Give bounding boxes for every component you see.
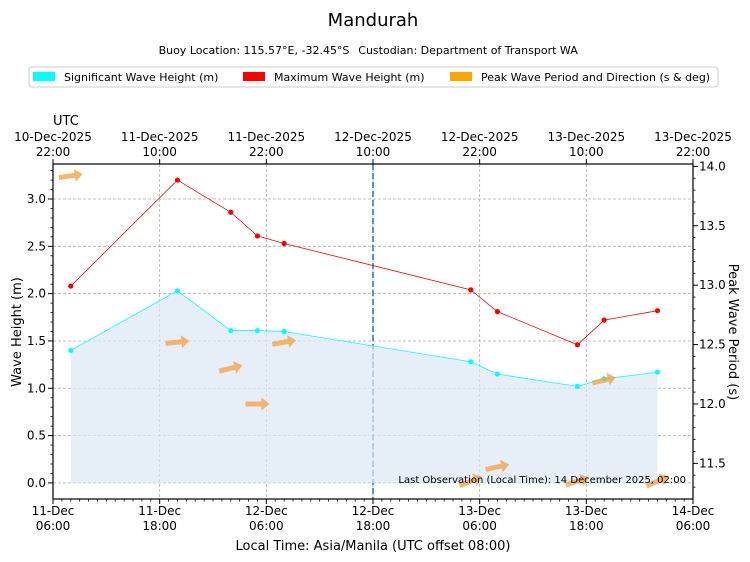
legend-label-maximum: Maximum Wave Height (m) bbox=[274, 71, 425, 84]
x-axis-title: Local Time: Asia/Manila (UTC offset 08:0… bbox=[236, 539, 511, 554]
x-tick-label: 06:00 bbox=[676, 519, 711, 533]
top-tick-label: 11-Dec-2025 bbox=[121, 130, 199, 144]
x-tick-label: 18:00 bbox=[356, 519, 391, 533]
maximum-wave-point bbox=[654, 308, 661, 314]
x-tick-label: 11-Dec bbox=[32, 504, 75, 518]
y-right-tick-label: 13.5 bbox=[699, 219, 726, 233]
significant-wave-point bbox=[281, 328, 287, 335]
y-tick-label: 1.5 bbox=[27, 334, 46, 348]
y-tick-label: 3.0 bbox=[27, 192, 46, 206]
maximum-wave-point bbox=[281, 240, 287, 247]
x-tick-label: 12-Dec bbox=[352, 504, 395, 518]
y-right-tick-label: 12.0 bbox=[699, 397, 726, 411]
legend-label-peak-period: Peak Wave Period and Direction (s & deg) bbox=[481, 71, 710, 84]
x-tick-label: 14-Dec bbox=[672, 504, 715, 518]
legend-label-significant: Significant Wave Height (m) bbox=[64, 71, 218, 84]
x-tick-label: 11-Dec bbox=[138, 504, 181, 518]
y-right-tick-label: 12.5 bbox=[699, 338, 726, 352]
x-tick-label: 06:00 bbox=[36, 519, 71, 533]
legend-swatch-peak-period bbox=[450, 72, 472, 81]
legend-swatch-significant bbox=[33, 72, 55, 81]
peak-period-arrow bbox=[485, 459, 510, 473]
peak-period-arrow bbox=[245, 397, 270, 411]
x-tick-label: 18:00 bbox=[142, 519, 177, 533]
chart-title: Mandurah bbox=[328, 10, 419, 31]
maximum-wave-point bbox=[228, 209, 234, 215]
top-tick-label: 22:00 bbox=[36, 145, 71, 159]
peak-period-arrow bbox=[591, 372, 616, 386]
top-tick-label: 10-Dec-2025 bbox=[14, 130, 92, 144]
top-tick-label: 11-Dec-2025 bbox=[227, 130, 305, 144]
x-tick-label: 13-Dec bbox=[458, 504, 501, 518]
top-tick-label: 13-Dec-2025 bbox=[654, 130, 732, 144]
significant-wave-point bbox=[494, 371, 501, 377]
x-tick-label: 12-Dec bbox=[245, 504, 288, 518]
peak-period-arrow bbox=[565, 473, 589, 488]
y-tick-label: 2.5 bbox=[27, 239, 46, 253]
y-tick-label: 0.0 bbox=[27, 476, 46, 490]
significant-wave-point bbox=[228, 327, 234, 334]
significant-wave-area bbox=[70, 290, 658, 483]
significant-wave-point bbox=[174, 288, 181, 294]
maximum-wave-point bbox=[68, 283, 74, 289]
significant-wave-line bbox=[70, 290, 658, 387]
x-tick-label: 13-Dec bbox=[565, 504, 608, 518]
utc-axis-label: UTC bbox=[53, 114, 79, 129]
top-tick-label: 13-Dec-2025 bbox=[547, 130, 625, 144]
peak-period-arrow bbox=[271, 335, 296, 348]
top-tick-label: 22:00 bbox=[249, 145, 284, 159]
maximum-wave-point bbox=[174, 177, 181, 183]
plot-frame bbox=[52, 163, 694, 500]
legend: Significant Wave Height (m) Maximum Wave… bbox=[28, 66, 719, 88]
y-axis-title-right: Peak Wave Period (s) bbox=[725, 264, 740, 400]
peak-period-arrow bbox=[458, 473, 482, 488]
legend-swatch-maximum bbox=[243, 72, 265, 81]
top-tick-label: 10:00 bbox=[569, 145, 604, 159]
y-tick-label: 1.0 bbox=[27, 381, 46, 395]
peak-period-arrow bbox=[165, 335, 190, 349]
buoy-location: Buoy Location: 115.57°E, -32.45°S bbox=[159, 44, 350, 57]
top-tick-label: 10:00 bbox=[356, 145, 391, 159]
significant-wave-point bbox=[254, 327, 261, 334]
y-tick-label: 0.5 bbox=[27, 429, 46, 443]
y-right-tick-label: 14.0 bbox=[699, 159, 726, 173]
significant-wave-point bbox=[574, 383, 581, 389]
peak-period-arrow bbox=[58, 168, 83, 182]
maximum-wave-point bbox=[468, 287, 474, 293]
maximum-wave-point bbox=[254, 233, 261, 239]
custodian-text: Custodian: Department of Transport WA bbox=[358, 44, 578, 57]
top-tick-label: 10:00 bbox=[142, 145, 177, 159]
y-axis-title: Wave Height (m) bbox=[10, 277, 25, 387]
y-right-tick-label: 13.0 bbox=[699, 278, 726, 292]
maximum-wave-point bbox=[601, 317, 607, 323]
top-tick-label: 22:00 bbox=[462, 145, 497, 159]
significant-wave-point bbox=[468, 359, 474, 365]
significant-wave-point bbox=[68, 347, 74, 354]
y-right-tick-label: 11.5 bbox=[699, 456, 726, 470]
significant-wave-point bbox=[654, 369, 661, 375]
maximum-wave-point bbox=[574, 342, 581, 348]
peak-period-arrow bbox=[645, 473, 669, 489]
last-observation-note: Last Observation (Local Time): 14 Decemb… bbox=[398, 475, 686, 486]
top-tick-label: 12-Dec-2025 bbox=[441, 130, 519, 144]
x-tick-label: 06:00 bbox=[462, 519, 497, 533]
top-tick-label: 12-Dec-2025 bbox=[334, 130, 412, 144]
peak-period-arrow bbox=[218, 361, 243, 374]
x-tick-label: 18:00 bbox=[569, 519, 604, 533]
maximum-wave-line bbox=[70, 179, 658, 346]
x-tick-label: 06:00 bbox=[249, 519, 284, 533]
y-tick-label: 2.0 bbox=[27, 287, 46, 301]
maximum-wave-point bbox=[494, 309, 501, 315]
top-tick-label: 22:00 bbox=[676, 145, 711, 159]
